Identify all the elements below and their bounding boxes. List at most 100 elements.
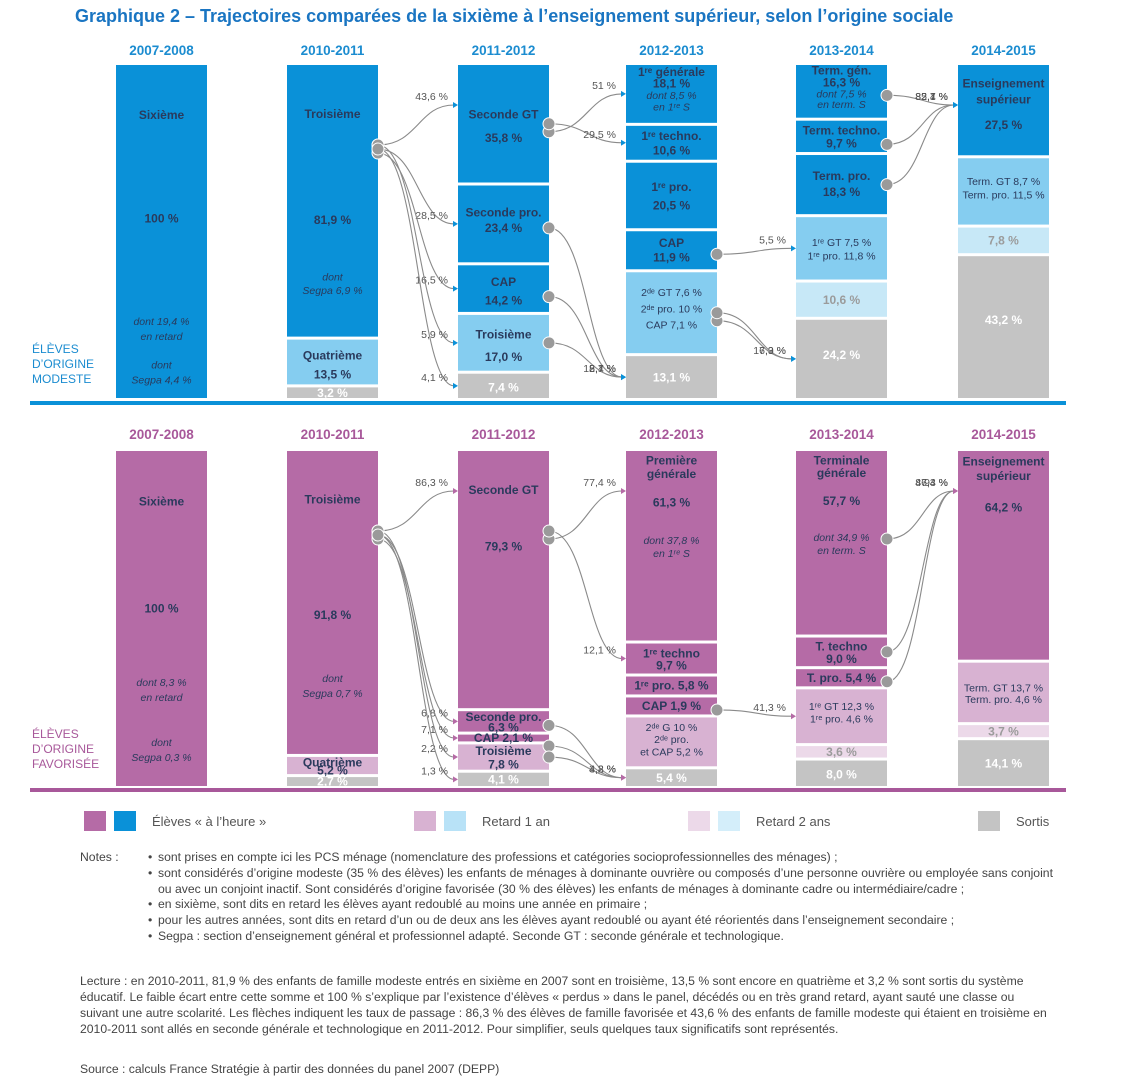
flow-origin-dot bbox=[542, 718, 556, 732]
segment-label: Term. techno. bbox=[803, 123, 881, 137]
segment-label: 64,2 % bbox=[985, 501, 1023, 515]
flow-arrowhead bbox=[453, 718, 458, 725]
note-item: sont prises en compte ici les PCS ménage… bbox=[148, 850, 1058, 866]
bar-segment bbox=[958, 256, 1049, 398]
group-label: MODESTE bbox=[32, 372, 91, 386]
bar-segment bbox=[958, 740, 1049, 786]
notes-list: sont prises en compte ici les PCS ménage… bbox=[148, 850, 1058, 945]
bar-segment bbox=[796, 65, 887, 118]
flow-origin-dot bbox=[542, 750, 556, 764]
segment-label: 7,8 % bbox=[488, 757, 519, 771]
flow-origin-dot bbox=[542, 117, 556, 131]
segment-label: en term. S bbox=[817, 99, 865, 111]
legend-label: Retard 2 ans bbox=[756, 814, 831, 829]
flow-origin-dot bbox=[542, 290, 556, 304]
segment-label: 17,0 % bbox=[485, 350, 523, 364]
bar-segment bbox=[458, 734, 549, 742]
segment-label: Seconde pro. bbox=[465, 710, 541, 724]
segment-label: Quatrième bbox=[303, 348, 363, 362]
flow-arrowhead bbox=[791, 355, 796, 362]
flow-rate-label: 1,3 % bbox=[421, 765, 448, 777]
bar-segment bbox=[287, 451, 378, 754]
bar-segment bbox=[458, 744, 549, 770]
segment-label: Sixième bbox=[139, 108, 185, 122]
segment-label: 1ʳᵉ techno bbox=[643, 646, 700, 660]
flow-curve bbox=[548, 93, 623, 133]
year-label: 2013-2014 bbox=[809, 43, 874, 58]
flow-origin-dot bbox=[371, 528, 385, 542]
segment-label: 10,6 % bbox=[823, 293, 861, 307]
segment-label: 1ʳᵉ pro. 11,8 % bbox=[807, 251, 875, 263]
trajectory-chart: 2007-2008 2010-2011 2011-2012 2012-2013 2013… bbox=[30, 43, 1066, 792]
bar-segment bbox=[626, 451, 717, 641]
segment-label: Enseignement bbox=[962, 455, 1044, 469]
flow-rate-label: 29,5 % bbox=[583, 129, 616, 141]
flow-origin-dot bbox=[880, 137, 894, 151]
bar-segment bbox=[287, 387, 378, 398]
segment-label: 24,2 % bbox=[823, 348, 861, 362]
bar-segment bbox=[287, 339, 378, 385]
bar-segment bbox=[626, 769, 717, 786]
bar-segment bbox=[796, 637, 887, 667]
flow-curve bbox=[377, 534, 455, 722]
group-label: ÉLÈVES bbox=[32, 726, 79, 741]
year-label: 2010-2011 bbox=[301, 43, 365, 58]
flow-arrowhead bbox=[621, 774, 626, 781]
group-label: D’ORIGINE bbox=[32, 357, 94, 371]
flow-curve bbox=[886, 490, 955, 540]
bar-segment bbox=[626, 643, 717, 674]
segment-label: Segpa 6,9 % bbox=[302, 285, 362, 297]
segment-label: 9,7 % bbox=[656, 658, 687, 672]
segment-label: 13,5 % bbox=[314, 368, 352, 382]
segment-label: CAP 7,1 % bbox=[646, 320, 697, 332]
segment-label: Première bbox=[646, 454, 698, 468]
segment-label: dont 8,5 % bbox=[646, 90, 696, 102]
segment-label: supérieur bbox=[976, 469, 1031, 483]
bar-segment bbox=[626, 697, 717, 715]
segment-label: CAP bbox=[491, 275, 516, 289]
bar-segment bbox=[458, 711, 549, 732]
flow-rate-label: 6,9 % bbox=[759, 345, 786, 357]
bar-segment bbox=[796, 155, 887, 215]
segment-label: 57,7 % bbox=[823, 494, 861, 508]
bar-segment bbox=[116, 451, 207, 786]
segment-label: Terminale bbox=[814, 453, 870, 467]
bar-segment bbox=[796, 217, 887, 280]
year-label: 2010-2011 bbox=[301, 427, 365, 442]
segment-label: en term. S bbox=[817, 545, 865, 557]
bar-segment bbox=[458, 265, 549, 312]
bar-segment bbox=[287, 65, 378, 337]
segment-label: 9,0 % bbox=[826, 652, 857, 666]
segment-label: 1ʳᵉ GT 7,5 % bbox=[812, 237, 871, 249]
year-label: 2007-2008 bbox=[129, 43, 194, 58]
flow-arrowhead bbox=[453, 776, 458, 783]
segment-label: 7,8 % bbox=[988, 234, 1019, 248]
year-label: 2011-2012 bbox=[472, 43, 536, 58]
flow-arrowhead bbox=[953, 102, 958, 108]
flow-rate-label: 46,4 % bbox=[915, 477, 948, 489]
legend-label: Élèves « à l’heure » bbox=[152, 814, 267, 829]
segment-label: en 1ʳᵉ S bbox=[653, 548, 690, 560]
bar-segment bbox=[796, 760, 887, 786]
flow-curve bbox=[548, 227, 623, 378]
segment-label: 1ʳᵉ techno. bbox=[641, 129, 701, 143]
legend-swatch bbox=[444, 811, 466, 831]
bar-segment bbox=[626, 717, 717, 767]
flow-curve bbox=[548, 724, 623, 779]
flow-rate-label: 28,5 % bbox=[415, 210, 448, 222]
segment-label: Term. pro. 11,5 % bbox=[962, 189, 1044, 201]
segment-label: 14,1 % bbox=[985, 756, 1023, 770]
flow-arrowhead bbox=[621, 90, 626, 97]
segment-label: 79,3 % bbox=[485, 539, 523, 553]
segment-label: générale bbox=[817, 466, 867, 480]
flow-rate-label: 87,4 % bbox=[915, 477, 948, 489]
year-label: 2013-2014 bbox=[809, 427, 874, 442]
segment-label: Seconde GT bbox=[468, 483, 539, 497]
flow-curve bbox=[886, 104, 955, 145]
flow-rate-label: 86,3 % bbox=[415, 477, 448, 489]
segment-label: Enseignement bbox=[962, 76, 1044, 90]
segment-label: dont bbox=[151, 359, 173, 371]
segment-label: 3,6 % bbox=[826, 745, 857, 759]
flow-origin-dot bbox=[710, 306, 724, 320]
segment-label: Term. gén. bbox=[812, 63, 872, 77]
